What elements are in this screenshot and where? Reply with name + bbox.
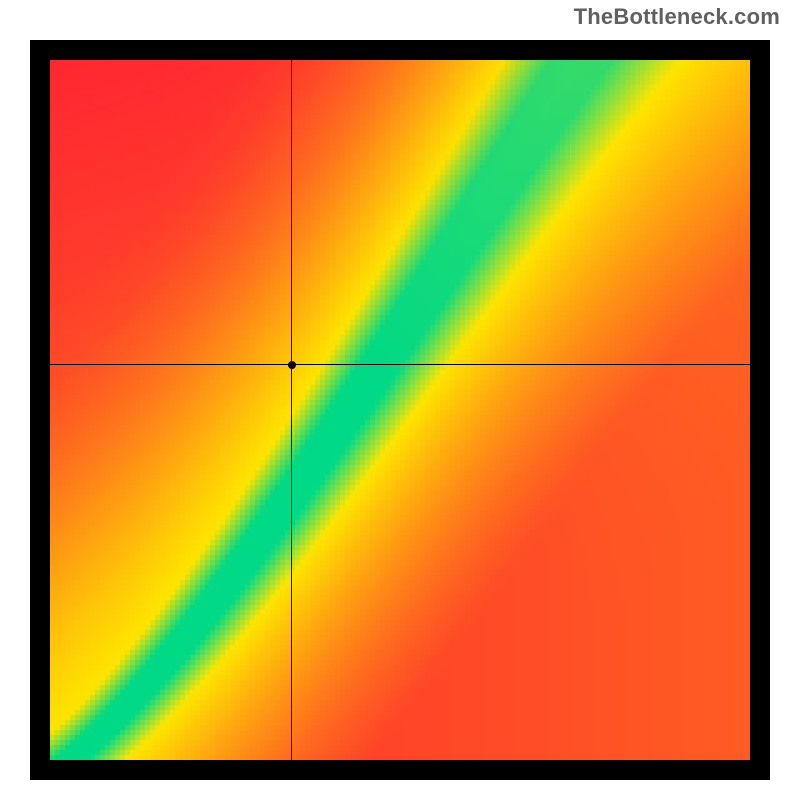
crosshair-vertical (291, 60, 292, 760)
page-container: TheBottleneck.com (0, 0, 800, 800)
plot-area (50, 60, 750, 760)
heatmap-canvas (50, 60, 750, 760)
watermark-text: TheBottleneck.com (574, 4, 780, 30)
crosshair-horizontal (50, 364, 750, 365)
crosshair-dot (288, 361, 296, 369)
plot-frame (30, 40, 770, 780)
